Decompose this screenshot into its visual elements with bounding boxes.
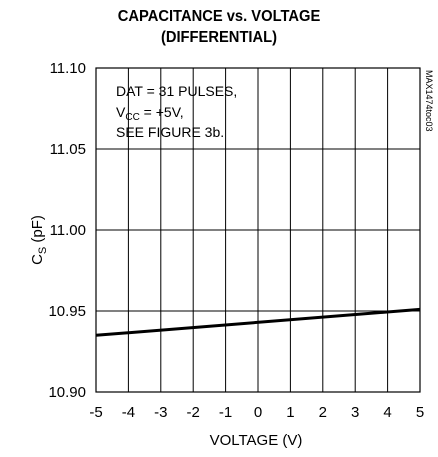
figure-code: MAX1474toc03 bbox=[424, 70, 434, 132]
y-tick-label: 11.00 bbox=[50, 222, 86, 239]
y-tick-labels: 10.90 10.95 11.00 11.05 11.10 bbox=[48, 60, 86, 401]
chart-title: CAPACITANCE vs. VOLTAGE (DIFFERENTIAL) bbox=[18, 6, 421, 48]
x-tick-label: 1 bbox=[286, 404, 294, 421]
annotation-vcc-rest: = +5V, bbox=[140, 104, 184, 120]
y-axis-label: CS (pF) bbox=[29, 215, 49, 265]
y-tick-label: 11.10 bbox=[50, 60, 86, 77]
y-axis-label-sub: S bbox=[37, 247, 49, 254]
x-tick-labels: -5 -4 -3 -2 -1 0 1 2 3 4 5 bbox=[89, 404, 424, 421]
x-axis-label: VOLTAGE (V) bbox=[210, 432, 303, 449]
chart-title-line-2: (DIFFERENTIAL) bbox=[160, 29, 278, 46]
x-tick-label: -5 bbox=[89, 404, 102, 421]
y-axis-label-unit: (pF) bbox=[29, 215, 46, 247]
annotation-vcc-main: V bbox=[116, 104, 126, 120]
annotation-line-2: VCC = +5V, bbox=[116, 104, 184, 123]
x-tick-label: 0 bbox=[254, 404, 262, 421]
grid bbox=[96, 68, 420, 392]
plot-frame bbox=[95, 67, 421, 393]
annotation-vcc-sub: CC bbox=[125, 112, 139, 123]
x-tick-label: 4 bbox=[383, 404, 391, 421]
x-tick-label: 5 bbox=[416, 404, 424, 421]
x-tick-label: -1 bbox=[219, 404, 232, 421]
annotation-line-3: SEE FIGURE 3b. bbox=[116, 124, 224, 140]
x-tick-label: 3 bbox=[351, 404, 359, 421]
x-tick-label: 2 bbox=[319, 404, 327, 421]
y-tick-label: 10.95 bbox=[48, 303, 86, 320]
x-tick-label: -2 bbox=[187, 404, 200, 421]
y-axis-label-main: C bbox=[29, 254, 46, 265]
y-tick-label: 10.90 bbox=[48, 384, 86, 401]
x-tick-label: -3 bbox=[154, 404, 167, 421]
series-line bbox=[95, 307, 421, 337]
annotation-line-1: DAT = 31 PULSES, bbox=[116, 83, 237, 99]
chart-title-line-1: CAPACITANCE vs. VOLTAGE bbox=[117, 8, 321, 25]
y-tick-label: 11.05 bbox=[50, 141, 86, 158]
x-tick-label: -4 bbox=[122, 404, 135, 421]
series-group bbox=[95, 307, 421, 337]
